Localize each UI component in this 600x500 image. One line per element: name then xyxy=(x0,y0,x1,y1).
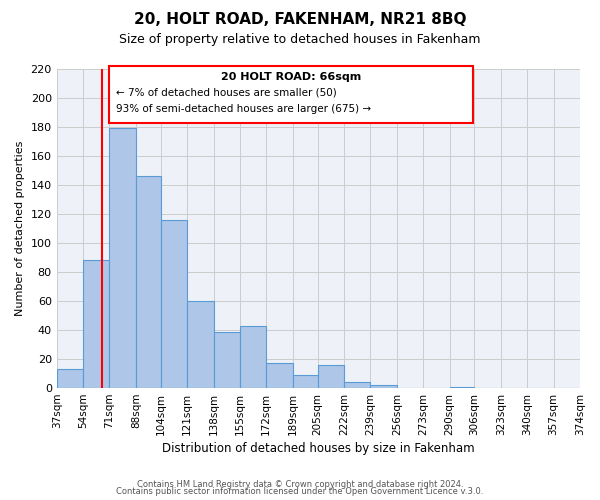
Bar xyxy=(187,301,214,388)
Bar xyxy=(344,382,370,388)
Bar xyxy=(136,176,161,388)
Bar xyxy=(317,365,344,388)
X-axis label: Distribution of detached houses by size in Fakenham: Distribution of detached houses by size … xyxy=(162,442,475,455)
Bar xyxy=(109,128,136,388)
Bar xyxy=(370,385,397,388)
Bar xyxy=(161,220,187,388)
Text: Contains HM Land Registry data © Crown copyright and database right 2024.: Contains HM Land Registry data © Crown c… xyxy=(137,480,463,489)
Text: Size of property relative to detached houses in Fakenham: Size of property relative to detached ho… xyxy=(119,32,481,46)
Text: ← 7% of detached houses are smaller (50): ← 7% of detached houses are smaller (50) xyxy=(116,88,337,98)
FancyBboxPatch shape xyxy=(109,66,473,122)
Bar xyxy=(266,364,293,388)
Bar xyxy=(83,260,109,388)
Bar xyxy=(56,369,83,388)
Text: 20, HOLT ROAD, FAKENHAM, NR21 8BQ: 20, HOLT ROAD, FAKENHAM, NR21 8BQ xyxy=(134,12,466,28)
Bar xyxy=(293,375,317,388)
Text: Contains public sector information licensed under the Open Government Licence v.: Contains public sector information licen… xyxy=(116,487,484,496)
Bar xyxy=(449,386,475,388)
Y-axis label: Number of detached properties: Number of detached properties xyxy=(15,141,25,316)
Text: 20 HOLT ROAD: 66sqm: 20 HOLT ROAD: 66sqm xyxy=(221,72,361,82)
Bar xyxy=(214,332,240,388)
Text: 93% of semi-detached houses are larger (675) →: 93% of semi-detached houses are larger (… xyxy=(116,104,371,114)
Bar xyxy=(240,326,266,388)
